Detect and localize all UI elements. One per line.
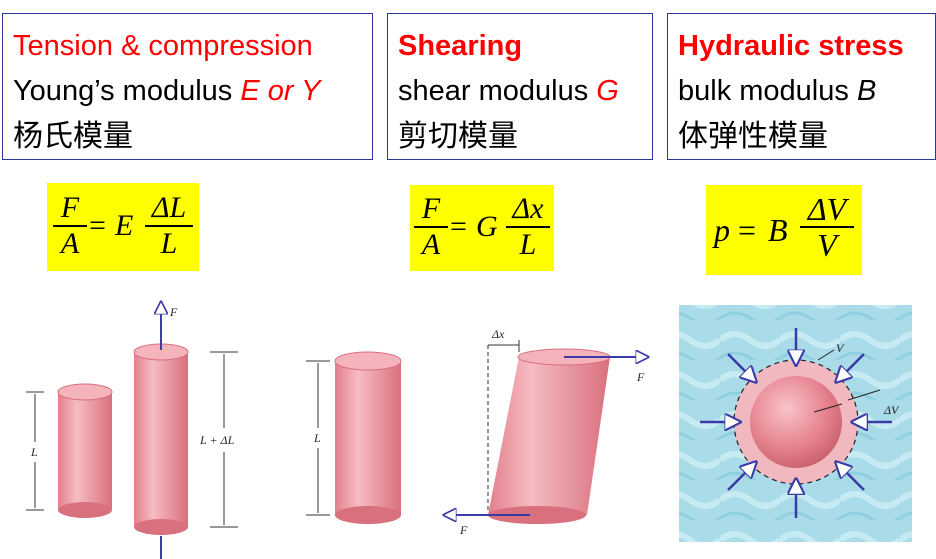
shear-lhs-num: F (421, 192, 441, 225)
shearing-box: Shearing shear modulus G 剪切模量 (387, 13, 653, 160)
bulk-symbol: B (856, 75, 877, 107)
shear-modulus-text: shear modulus (398, 75, 597, 107)
force-label-up: F (169, 305, 178, 319)
stretched-length-label: L + ΔL (199, 433, 235, 447)
bulk-rhs-num: ΔV (807, 191, 847, 227)
shear-rhs-den: L (519, 228, 537, 261)
tension-coef: E (115, 209, 134, 242)
shear-force-label-right: F (636, 370, 645, 384)
tension-rhs-fraction: ΔL L (145, 193, 193, 259)
length-label-shear: L (313, 431, 321, 445)
bulk-chinese: 体弹性模量 (678, 119, 828, 154)
shear-rhs-num: Δx (512, 192, 544, 225)
shear-equals: = (450, 210, 467, 243)
volume-label: V (836, 341, 845, 355)
tension-rhs-den: L (160, 227, 178, 260)
volume-change-leader-b (813, 403, 843, 413)
bulk-equals: = (738, 212, 757, 248)
youngs-modulus-text: Young’s modulus (13, 75, 241, 107)
shear-rhs-fraction: Δx L (506, 194, 550, 260)
volume-change-leader-a (847, 389, 881, 401)
bulk-lhs: p (714, 212, 730, 248)
shear-displacement-label: Δx (491, 327, 505, 341)
length-dimension-stretched (210, 351, 238, 528)
tension-formula: F A = E ΔL L (47, 183, 199, 271)
bulk-modulus-label: bulk modulus B (678, 69, 935, 114)
tension-lhs-bar (53, 225, 87, 227)
tension-lhs-num: F (60, 191, 80, 224)
volume-change-label: ΔV (883, 403, 900, 417)
shear-rhs-bar (506, 226, 550, 228)
tension-title: Tension & compression (13, 30, 313, 62)
short-cylinder (57, 383, 113, 518)
youngs-symbol: E or Y (240, 75, 321, 107)
youngs-chinese: 杨氏模量 (13, 119, 133, 154)
bulk-formula: p = B ΔV V (706, 185, 862, 275)
hydraulic-title: Hydraulic stress (678, 30, 904, 62)
shear-lhs-den: A (421, 228, 441, 261)
bulk-rhs-bar (800, 226, 854, 228)
shear-chinese: 剪切模量 (398, 119, 518, 154)
bulk-rhs-fraction: ΔV V (800, 191, 854, 263)
shearing-title: Shearing (398, 30, 523, 62)
stretched-cylinder (133, 343, 189, 535)
bulk-rhs-den: V (817, 227, 837, 263)
tension-rhs-num: ΔL (151, 191, 187, 224)
length-label-short: L (30, 445, 38, 459)
compressed-sphere (750, 376, 842, 468)
bulk-modulus-text: bulk modulus (678, 75, 857, 107)
shear-formula: F A = G Δx L (410, 185, 554, 271)
tension-lhs-fraction: F A (53, 193, 87, 259)
shear-coef: G (476, 210, 498, 243)
hydraulic-box: Hydraulic stress bulk modulus B 体弹性模量 (667, 13, 936, 160)
shear-force-label-left: F (459, 523, 468, 537)
tension-lhs-den: A (60, 227, 80, 260)
upright-cylinder (334, 351, 402, 524)
length-dimension-shear (306, 360, 330, 516)
youngs-modulus-label: Young’s modulus E or Y (13, 69, 372, 114)
bulk-coef: B (768, 212, 788, 248)
tension-equals: = (89, 209, 106, 242)
shear-modulus-label: shear modulus G (398, 69, 652, 114)
shear-lhs-bar (414, 226, 448, 228)
tension-box: Tension & compression Young’s modulus E … (2, 13, 373, 160)
tension-rhs-bar (145, 225, 193, 227)
volume-leader (817, 349, 835, 361)
shear-lhs-fraction: F A (414, 194, 448, 260)
length-dimension-short (26, 391, 44, 511)
sheared-cylinder (488, 348, 611, 524)
shear-symbol: G (596, 75, 619, 107)
pressure-arrows (700, 328, 892, 518)
shear-displacement-dimension (487, 340, 520, 512)
